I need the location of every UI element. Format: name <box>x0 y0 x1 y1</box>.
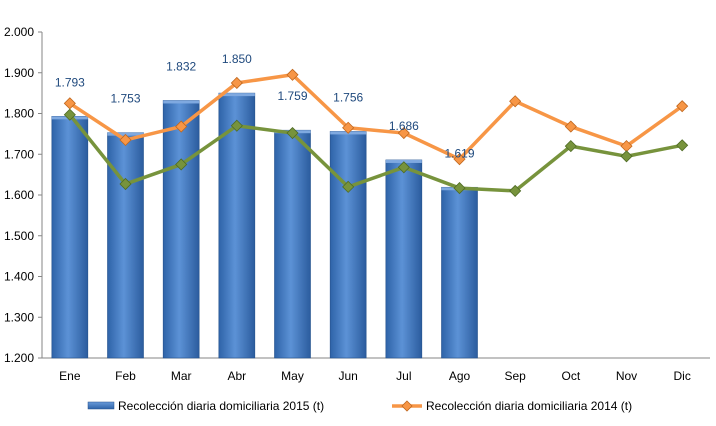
y-tick-label: 1.900 <box>4 66 34 80</box>
data-label: 1.756 <box>333 90 363 104</box>
data-label: 1.619 <box>444 146 474 160</box>
line-series <box>63 68 689 197</box>
line-point <box>342 121 355 134</box>
line-point <box>230 119 243 132</box>
x-tick-label: Feb <box>115 369 136 383</box>
data-label: 1.793 <box>55 75 85 89</box>
data-labels: 1.793 1.753 1.832 1.850 1.759 1.756 1.686 1.619 <box>55 52 475 160</box>
x-axis: Ene Feb Mar Abr May Jun Jul Ago Sep Oct Nov Dic <box>42 357 710 383</box>
x-tick-label: Jun <box>338 369 357 383</box>
line-point <box>119 133 132 147</box>
x-tick-label: Ago <box>449 369 471 383</box>
x-tick-label: Nov <box>616 369 637 383</box>
legend-marker <box>401 400 413 412</box>
bar <box>329 131 367 359</box>
line-point <box>63 108 76 121</box>
y-tick-label: 1.600 <box>4 188 34 202</box>
legend-label: Recolección diaria domiciliaria 2015 (t) <box>118 399 324 413</box>
line-point <box>342 180 355 193</box>
x-tick-label: Oct <box>561 369 580 383</box>
line-point <box>564 120 577 133</box>
line-point <box>620 150 633 163</box>
legend-label: Recolección diaria domiciliaria 2014 (t) <box>426 399 632 413</box>
line-point <box>509 95 522 108</box>
y-tick-label: 1.200 <box>4 351 34 365</box>
x-tick-label: Dic <box>673 369 690 383</box>
x-tick-label: May <box>281 369 304 383</box>
line-point <box>453 182 466 195</box>
series-line <box>68 113 683 193</box>
line-point <box>286 68 299 81</box>
bar-series <box>51 92 478 359</box>
line-point <box>564 140 577 153</box>
y-tick-label: 1.300 <box>4 310 34 324</box>
line-point <box>397 161 410 174</box>
y-tick-label: 1.700 <box>4 147 34 161</box>
data-label: 1.753 <box>110 92 140 106</box>
x-tick-label: Sep <box>504 369 526 383</box>
data-label: 1.759 <box>277 89 307 103</box>
x-tick-label: Ene <box>59 369 81 383</box>
line-point <box>453 153 466 166</box>
x-tick-label: Mar <box>171 369 192 383</box>
data-label: 1.850 <box>222 52 252 66</box>
series-line <box>68 73 684 161</box>
x-tick-label: Jul <box>396 369 411 383</box>
line-point <box>676 100 689 113</box>
legend: Recolección diaria domiciliaria 2015 (t)… <box>87 399 632 413</box>
y-tick-label: 2.000 <box>4 25 34 39</box>
bar-top-highlight <box>218 93 255 97</box>
bar <box>51 116 89 359</box>
data-label: 1.686 <box>389 119 419 133</box>
bar <box>441 186 478 359</box>
bar <box>385 159 423 359</box>
line-point <box>175 158 188 171</box>
bar <box>162 100 200 359</box>
y-tick-label: 1.800 <box>4 107 34 121</box>
data-label: 1.832 <box>166 59 196 73</box>
y-axis: 1.200 1.300 1.400 1.500 1.600 1.700 1.800 1.900… <box>4 25 43 365</box>
y-tick-label: 1.500 <box>4 229 34 243</box>
y-tick-label: 1.400 <box>4 270 34 284</box>
bar <box>274 129 311 359</box>
line-point <box>230 76 243 90</box>
bar-top-highlight <box>163 100 200 104</box>
legend-bar-swatch <box>87 401 115 410</box>
line-point <box>175 120 188 133</box>
line-point <box>676 139 689 152</box>
line-point <box>286 126 299 140</box>
line-point <box>509 184 522 197</box>
x-tick-label: Abr <box>227 369 246 383</box>
line-point <box>397 126 410 140</box>
line-point <box>119 177 132 191</box>
